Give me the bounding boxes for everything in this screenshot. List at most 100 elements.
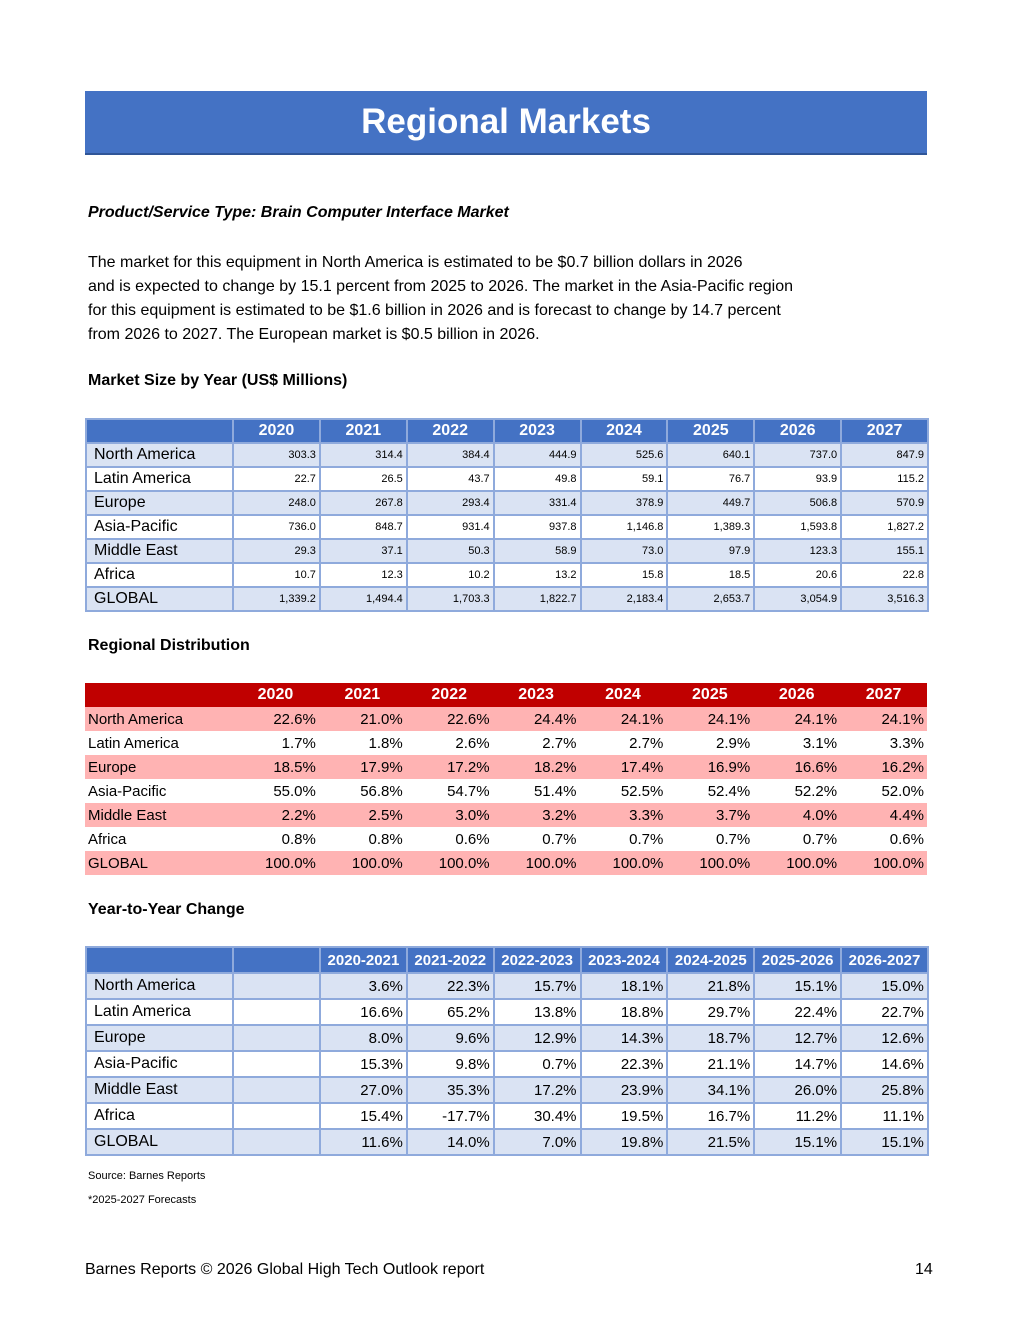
table-cell: 20.6 xyxy=(753,562,843,588)
table-cell: 16.7% xyxy=(666,1102,756,1130)
page-number: 14 xyxy=(915,1261,933,1278)
table-cell: 4.4% xyxy=(840,803,927,827)
table-cell: 1.8% xyxy=(318,731,406,755)
row-label: Africa xyxy=(85,827,232,851)
table-cell: 24.1% xyxy=(666,707,754,731)
table-cell: 3.3% xyxy=(840,731,927,755)
table-cell: 29.7% xyxy=(666,998,756,1026)
table-cell: 16.6% xyxy=(753,755,841,779)
column-header: 2020 xyxy=(232,683,319,707)
table-cell: 1,703.3 xyxy=(405,586,495,612)
column-header xyxy=(85,418,234,444)
column-header: 2025 xyxy=(666,683,754,707)
column-header: 2022 xyxy=(405,418,495,444)
table-cell: 931.4 xyxy=(405,514,495,540)
paragraph-line: from 2026 to 2027. The European market i… xyxy=(88,326,540,343)
row-label: GLOBAL xyxy=(85,851,232,875)
row-label: Europe xyxy=(85,490,234,516)
column-header: 2027 xyxy=(840,683,927,707)
table-cell: 11.1% xyxy=(840,1102,929,1130)
table-cell: 9.8% xyxy=(405,1050,495,1078)
table-cell: 22.7 xyxy=(232,466,321,492)
table-cell: 2.5% xyxy=(318,803,406,827)
page-title: Regional Markets xyxy=(85,91,927,155)
paragraph-line: The market for this equipment in North A… xyxy=(88,254,743,271)
table-cell: 0.7% xyxy=(579,827,667,851)
row-label: Middle East xyxy=(85,538,234,564)
table-cell: 15.1% xyxy=(840,1128,929,1156)
table-cell: 18.5% xyxy=(232,755,319,779)
column-header xyxy=(85,683,232,707)
row-label: GLOBAL xyxy=(85,586,234,612)
table-cell: 24.4% xyxy=(492,707,580,731)
table-cell: 248.0 xyxy=(232,490,321,516)
table-cell: 52.4% xyxy=(666,779,754,803)
table-cell: 2.9% xyxy=(666,731,754,755)
table-cell: 18.5 xyxy=(666,562,756,588)
footer-copyright: Barnes Reports © 2026 Global High Tech O… xyxy=(85,1261,485,1278)
table-cell: 115.2 xyxy=(840,466,929,492)
row-label: Africa xyxy=(85,562,234,588)
table-cell: 12.3 xyxy=(318,562,408,588)
table-cell: 3.6% xyxy=(319,972,408,1000)
table-cell: 506.8 xyxy=(753,490,843,516)
table-cell: 24.1% xyxy=(579,707,667,731)
table-cell: 640.1 xyxy=(666,442,756,468)
table-cell: 0.7% xyxy=(492,827,580,851)
summary-paragraph: The market for this equipment in North A… xyxy=(88,251,858,347)
table-cell: 26.5 xyxy=(318,466,408,492)
distribution-heading: Regional Distribution xyxy=(88,637,250,654)
table-row: Middle East 27.0% 35.3% 17.2% 23.9% 34.1% 26.0… xyxy=(85,1076,929,1104)
row-label: Europe xyxy=(85,755,232,779)
table-cell: 22.7% xyxy=(840,998,929,1026)
table-cell: 22.3% xyxy=(405,972,495,1000)
column-header: 2024 xyxy=(579,418,669,444)
table-cell xyxy=(232,1102,321,1130)
table-cell: 34.1% xyxy=(666,1076,756,1104)
table-cell: 24.1% xyxy=(753,707,841,731)
table-cell: 15.8 xyxy=(579,562,669,588)
table-cell: 13.8% xyxy=(492,998,582,1026)
table-cell: 21.5% xyxy=(666,1128,756,1156)
table-cell: 1,593.8 xyxy=(753,514,843,540)
table-cell: 73.0 xyxy=(579,538,669,564)
market-size-heading: Market Size by Year (US$ Millions) xyxy=(88,372,348,389)
table-cell: 15.7% xyxy=(492,972,582,1000)
row-label: North America xyxy=(85,707,232,731)
table-cell: 19.5% xyxy=(579,1102,669,1130)
table-row: Europe 248.0 267.8 293.4 331.4 378.9 449.7 506.… xyxy=(85,490,929,516)
table-cell: 155.1 xyxy=(840,538,929,564)
table-row: Latin America 22.7 26.5 43.7 49.8 59.1 76.7 93.… xyxy=(85,466,929,492)
column-header: 2022 xyxy=(405,683,493,707)
column-header: 2023-2024 xyxy=(579,946,669,974)
table-cell: 35.3% xyxy=(405,1076,495,1104)
row-label: Middle East xyxy=(85,803,232,827)
table-cell: 525.6 xyxy=(579,442,669,468)
table-row: GLOBAL 100.0% 100.0% 100.0% 100.0% 100.0% 100.… xyxy=(85,851,927,875)
column-header: 2020-2021 xyxy=(319,946,408,974)
table-cell: 3.1% xyxy=(753,731,841,755)
table-cell: 52.2% xyxy=(753,779,841,803)
table-cell: 100.0% xyxy=(405,851,493,875)
table-cell: -17.7% xyxy=(405,1102,495,1130)
table-cell: 100.0% xyxy=(840,851,927,875)
table-row: North America 22.6% 21.0% 22.6% 24.4% 24.1% 24… xyxy=(85,707,927,731)
row-label: Latin America xyxy=(85,731,232,755)
table-cell: 0.7% xyxy=(492,1050,582,1078)
table-row: GLOBAL 11.6% 14.0% 7.0% 19.8% 21.5% 15.1% 15.1% xyxy=(85,1128,929,1156)
table-cell: 2.7% xyxy=(579,731,667,755)
row-label: North America xyxy=(85,442,234,468)
table-cell: 23.9% xyxy=(579,1076,669,1104)
table-cell: 0.8% xyxy=(232,827,319,851)
column-header: 2026-2027 xyxy=(840,946,929,974)
row-label: Europe xyxy=(85,1024,234,1052)
table-cell: 2,183.4 xyxy=(579,586,669,612)
table-cell: 3.3% xyxy=(579,803,667,827)
table-cell: 1,822.7 xyxy=(492,586,582,612)
table-cell: 9.6% xyxy=(405,1024,495,1052)
column-header xyxy=(85,946,234,974)
column-header: 2023 xyxy=(492,418,582,444)
table-cell: 384.4 xyxy=(405,442,495,468)
table-cell: 51.4% xyxy=(492,779,580,803)
table-cell: 12.9% xyxy=(492,1024,582,1052)
